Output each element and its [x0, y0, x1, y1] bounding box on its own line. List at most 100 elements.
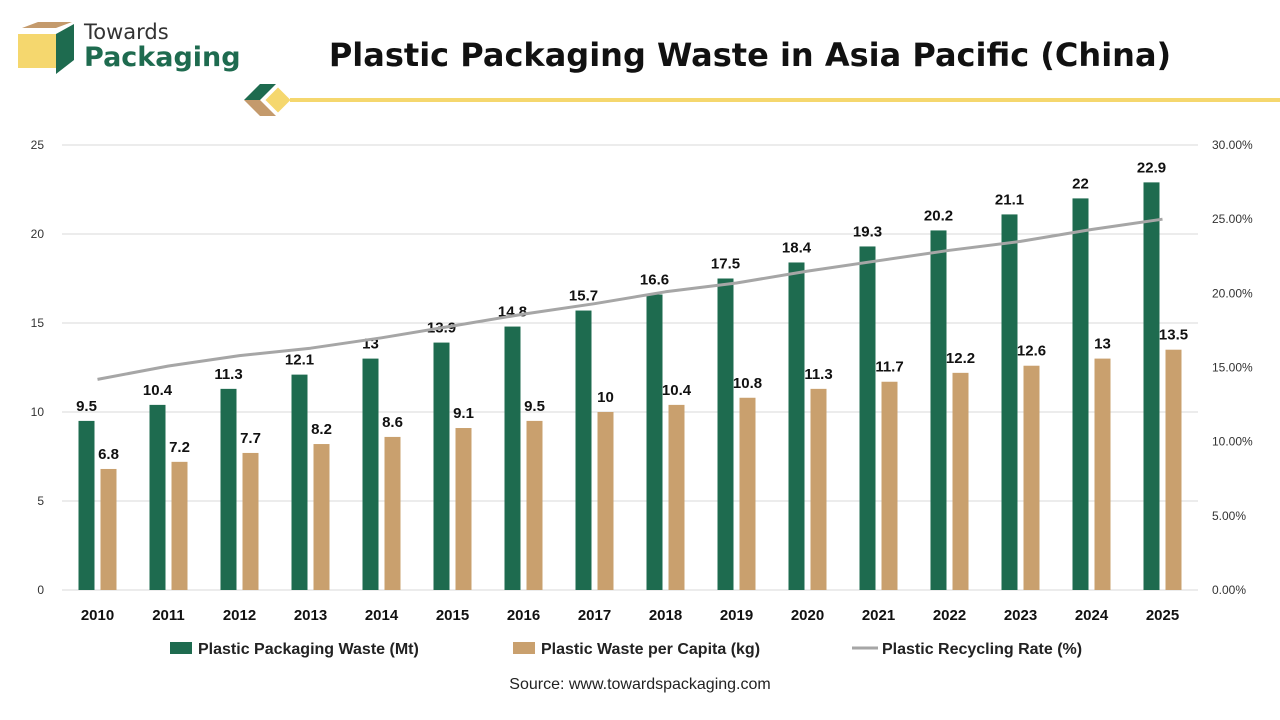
data-label-waste-per-capita: 10.4: [662, 382, 692, 399]
y-left-tick-label: 20: [31, 227, 45, 241]
bar-packaging-waste: [149, 404, 166, 590]
data-label-waste-per-capita: 8.2: [311, 421, 332, 438]
x-tick-label: 2019: [720, 607, 753, 624]
line-recycling-rate: [97, 217, 1163, 381]
bar-waste-per-capita: [455, 428, 472, 590]
x-tick-label: 2017: [578, 607, 611, 624]
bar-waste-per-capita: [952, 372, 969, 590]
data-label-waste-per-capita: 7.2: [169, 439, 190, 456]
data-label-waste-per-capita: 10.8: [733, 375, 762, 392]
data-label-packaging-waste: 19.3: [853, 223, 882, 240]
data-label-packaging-waste: 15.7: [569, 288, 598, 305]
x-tick-label: 2010: [81, 607, 114, 624]
brand-logo-mark: [18, 22, 74, 74]
x-tick-label: 2018: [649, 607, 682, 624]
data-label-waste-per-capita: 8.6: [382, 414, 403, 431]
data-label-packaging-waste: 22: [1072, 175, 1089, 192]
bar-waste-per-capita: [1023, 365, 1040, 590]
x-tick-label: 2012: [223, 607, 256, 624]
data-label-waste-per-capita: 13: [1094, 336, 1111, 353]
data-label-packaging-waste: 11.3: [214, 366, 242, 383]
bar-waste-per-capita: [100, 468, 117, 590]
data-label-packaging-waste: 20.2: [924, 207, 953, 224]
data-label-packaging-waste: 22.9: [1137, 159, 1166, 176]
x-tick-label: 2015: [436, 607, 469, 624]
bar-packaging-waste: [646, 294, 663, 590]
x-tick-label: 2025: [1146, 607, 1179, 624]
chart-title: Plastic Packaging Waste in Asia Pacific …: [328, 36, 1172, 74]
legend-label: Plastic Packaging Waste (Mt): [198, 641, 419, 658]
title-divider: [244, 84, 1280, 116]
bar-packaging-waste: [1143, 182, 1160, 590]
bar-waste-per-capita: [881, 381, 898, 590]
y-left-tick-label: 10: [31, 405, 45, 419]
y-right-tick-label: 15.00%: [1212, 361, 1253, 375]
legend-swatch: [170, 642, 192, 654]
brand-logo: [16, 20, 236, 82]
x-tick-label: 2016: [507, 607, 540, 624]
source-note: Source: www.towardspackaging.com: [509, 676, 771, 693]
y-right-tick-label: 10.00%: [1212, 435, 1253, 449]
bar-waste-per-capita: [313, 444, 330, 590]
data-label-packaging-waste: 10.4: [143, 382, 173, 399]
data-label-waste-per-capita: 9.5: [524, 398, 545, 415]
bar-packaging-waste: [930, 230, 947, 590]
legend-swatch: [513, 642, 535, 654]
legend-label: Plastic Waste per Capita (kg): [541, 641, 760, 658]
bar-packaging-waste: [433, 342, 450, 590]
data-label-waste-per-capita: 13.5: [1159, 327, 1188, 344]
x-tick-label: 2011: [152, 607, 185, 624]
bar-waste-per-capita: [739, 397, 756, 590]
data-label-packaging-waste: 18.4: [782, 239, 812, 256]
x-tick-label: 2013: [294, 607, 327, 624]
bar-waste-per-capita: [668, 404, 685, 590]
x-tick-label: 2024: [1075, 607, 1109, 624]
data-label-waste-per-capita: 11.3: [804, 366, 832, 383]
bar-waste-per-capita: [1165, 349, 1182, 590]
bar-packaging-waste: [859, 246, 876, 590]
legend-label: Plastic Recycling Rate (%): [882, 641, 1082, 658]
y-left-tick-label: 15: [31, 316, 45, 330]
bar-packaging-waste: [717, 278, 734, 590]
bar-waste-per-capita: [597, 412, 614, 590]
x-tick-label: 2021: [862, 607, 895, 624]
data-label-packaging-waste: 17.5: [711, 256, 740, 273]
y-left-tick-label: 25: [31, 138, 45, 152]
y-right-tick-label: 0.00%: [1212, 583, 1246, 597]
y-left-tick-label: 5: [37, 494, 44, 508]
bar-packaging-waste: [291, 374, 308, 590]
y-right-tick-label: 20.00%: [1212, 286, 1253, 300]
bar-waste-per-capita: [1094, 358, 1111, 590]
bar-packaging-waste: [1001, 214, 1018, 591]
data-label-packaging-waste: 16.6: [640, 272, 669, 289]
data-label-packaging-waste: 12.1: [285, 352, 314, 369]
data-label-packaging-waste: 21.1: [995, 191, 1024, 208]
bar-waste-per-capita: [810, 388, 827, 590]
data-label-waste-per-capita: 10: [597, 389, 614, 406]
bar-packaging-waste: [78, 420, 95, 590]
data-label-waste-per-capita: 6.8: [98, 446, 119, 463]
x-tick-label: 2023: [1004, 607, 1037, 624]
x-tick-label: 2020: [791, 607, 824, 624]
y-left-tick-label: 0: [37, 583, 44, 597]
brand-name-line2: Packaging: [84, 42, 241, 73]
brand-name-line1: Towards: [84, 20, 169, 44]
y-right-tick-label: 25.00%: [1212, 212, 1253, 226]
bar-waste-per-capita: [384, 436, 401, 590]
bar-waste-per-capita: [171, 461, 188, 590]
data-label-waste-per-capita: 11.7: [875, 359, 903, 376]
data-label-waste-per-capita: 9.1: [453, 405, 474, 422]
bar-packaging-waste: [1072, 198, 1089, 590]
bar-waste-per-capita: [242, 452, 259, 590]
x-tick-label: 2014: [365, 607, 399, 624]
data-label-waste-per-capita: 7.7: [240, 430, 261, 447]
bar-packaging-waste: [788, 262, 805, 590]
bar-packaging-waste: [362, 358, 379, 590]
data-label-packaging-waste: 9.5: [76, 398, 97, 415]
data-label-waste-per-capita: 12.2: [946, 350, 975, 367]
bar-waste-per-capita: [526, 420, 543, 590]
bar-packaging-waste: [575, 310, 592, 590]
bar-packaging-waste: [504, 326, 521, 590]
x-tick-label: 2022: [933, 607, 966, 624]
